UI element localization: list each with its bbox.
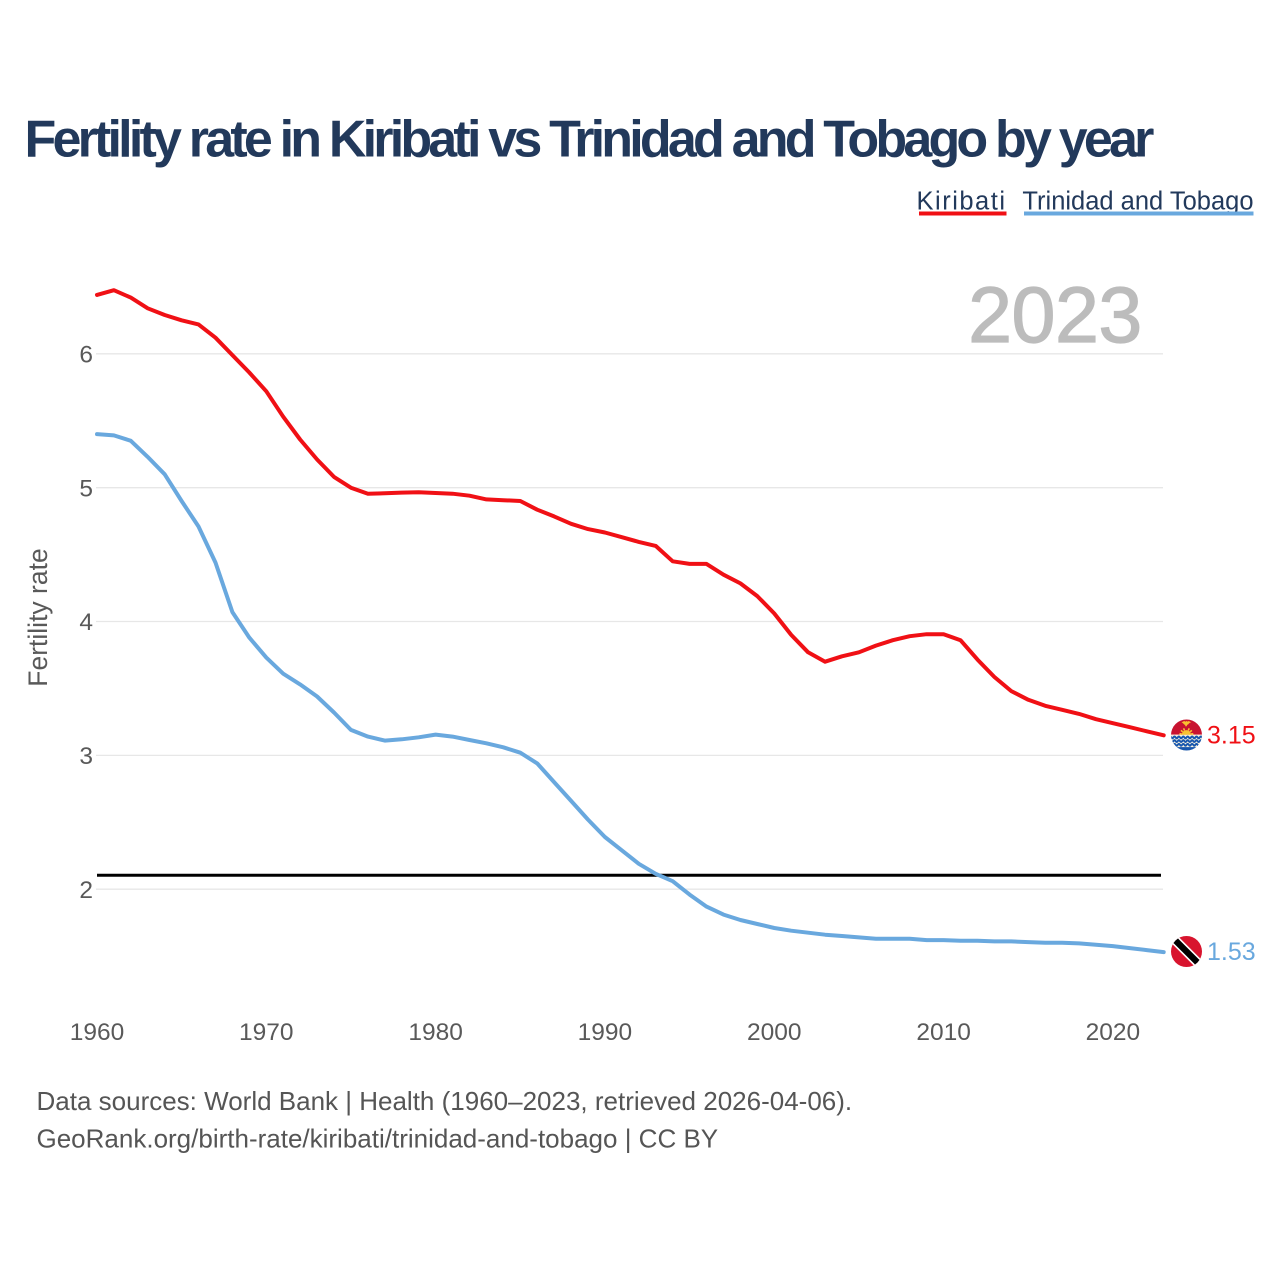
svg-text:2000: 2000: [747, 1019, 802, 1046]
svg-text:1.53: 1.53: [1207, 938, 1256, 966]
svg-text:1970: 1970: [239, 1019, 294, 1046]
svg-text:Fertility rate: Fertility rate: [23, 548, 53, 686]
svg-text:2010: 2010: [916, 1019, 971, 1046]
svg-text:Kiribati: Kiribati: [917, 188, 1007, 216]
svg-text:2020: 2020: [1086, 1019, 1141, 1046]
svg-text:Fertility rate in Kiribati vs: Fertility rate in Kiribati vs Trinidad a…: [25, 111, 1155, 169]
svg-text:1960: 1960: [70, 1019, 125, 1046]
svg-text:1980: 1980: [408, 1019, 463, 1046]
svg-text:2: 2: [79, 877, 93, 904]
svg-text:Data sources: World Bank | Hea: Data sources: World Bank | Health (1960–…: [37, 1086, 853, 1116]
svg-text:1990: 1990: [578, 1019, 633, 1046]
svg-text:Trinidad and Tobago: Trinidad and Tobago: [1022, 188, 1253, 216]
svg-text:3.15: 3.15: [1207, 722, 1256, 750]
svg-text:GeoRank.org/birth-rate/kiribat: GeoRank.org/birth-rate/kiribati/trinidad…: [37, 1124, 719, 1154]
svg-text:6: 6: [79, 342, 93, 369]
svg-text:2023: 2023: [968, 270, 1142, 359]
svg-text:3: 3: [79, 743, 93, 770]
svg-text:5: 5: [79, 475, 93, 502]
svg-text:4: 4: [79, 609, 93, 636]
